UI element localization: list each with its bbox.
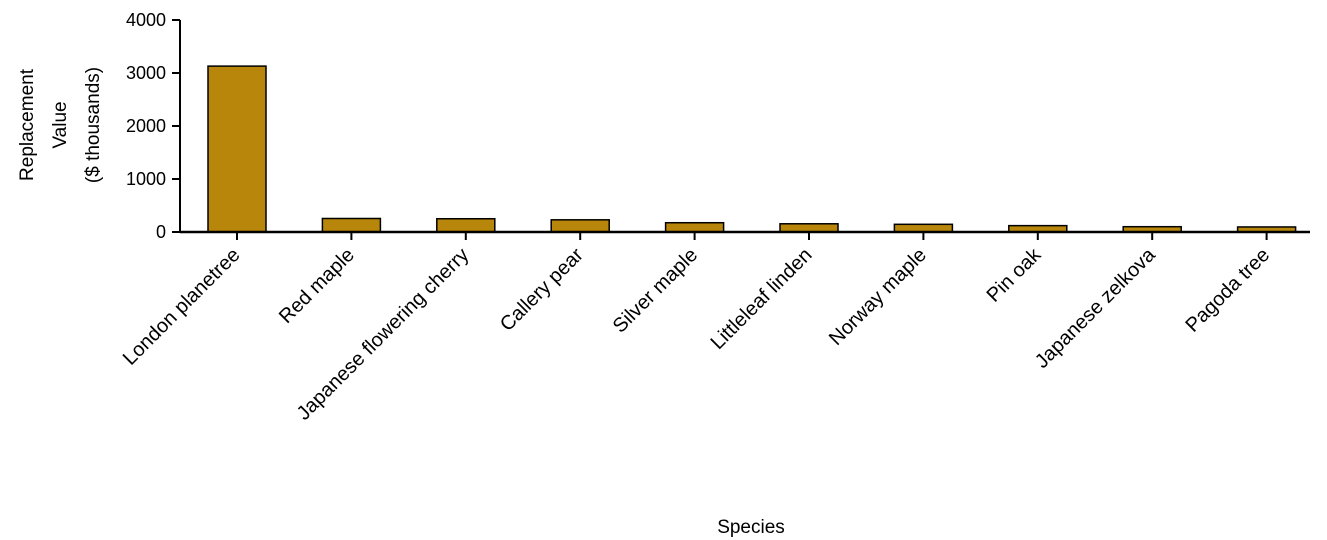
bars (207, 65, 1297, 233)
bar (550, 219, 610, 233)
x-tick-label: Silver maple (609, 244, 702, 337)
y-axis-title: Replacement Value ($ thousands) (17, 67, 104, 183)
x-tick-label: Pagoda tree (1182, 244, 1275, 337)
y-tick-label: 4000 (126, 10, 166, 30)
y-axis: 0 1000 2000 3000 4000 (126, 10, 181, 242)
y-tick-label: 3000 (126, 63, 166, 83)
x-axis-title: Species (717, 517, 785, 538)
y-tick-label: 0 (156, 222, 166, 242)
y-axis-title-line-3: ($ thousands) (83, 67, 104, 183)
y-axis-title-line-1: Replacement (17, 68, 38, 181)
y-tick-label: 1000 (126, 169, 166, 189)
y-tick-label: 2000 (126, 116, 166, 136)
bar (664, 221, 725, 233)
bar (207, 65, 267, 233)
x-tick-label: Callery pear (496, 244, 588, 336)
x-tick-label: Littleleaf linden (707, 244, 817, 354)
x-tick-label: Red maple (275, 244, 359, 328)
x-tick-label: Japanese zelkova (1031, 243, 1160, 372)
y-axis-title-line-2: Value (50, 101, 71, 148)
x-tick-label: London planetree (119, 244, 245, 370)
x-tick-label: Norway maple (825, 244, 931, 350)
bar (321, 217, 382, 233)
bar (436, 218, 496, 233)
x-tick-label: Pin oak (983, 243, 1046, 306)
